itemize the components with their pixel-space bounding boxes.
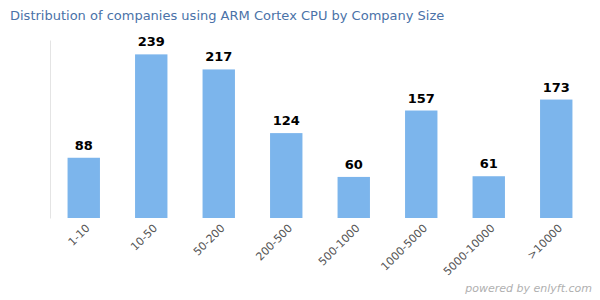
bar xyxy=(338,177,370,218)
x-tick: 1000-5000 xyxy=(378,222,430,274)
x-tick-label: 500-1000 xyxy=(316,222,363,269)
bars xyxy=(68,54,573,218)
bar xyxy=(540,100,572,218)
x-tick-label: 1-10 xyxy=(66,222,93,249)
bar xyxy=(405,111,437,218)
bar xyxy=(135,54,167,218)
y-axis-line xyxy=(50,41,51,219)
x-tick: >10000 xyxy=(525,222,565,262)
data-label: 217 xyxy=(205,49,232,64)
x-tick-label: 50-200 xyxy=(191,222,228,259)
title: Distribution of companies using ARM Cort… xyxy=(10,8,444,23)
data-label: 88 xyxy=(75,138,93,153)
x-tick-label: 5000-10000 xyxy=(441,222,498,279)
y-axis xyxy=(50,41,51,219)
data-labels: 88 239 217 124 60 157 61 173 xyxy=(75,34,570,172)
bar xyxy=(473,176,505,218)
x-tick: 50-200 xyxy=(191,222,228,259)
x-tick: 10-50 xyxy=(128,222,160,254)
x-tick: 200-500 xyxy=(253,222,295,264)
x-tick-label: 1000-5000 xyxy=(378,222,430,274)
data-label: 157 xyxy=(408,91,435,106)
data-label: 173 xyxy=(543,80,570,95)
x-tick-label: >10000 xyxy=(525,222,565,262)
data-label: 61 xyxy=(480,156,498,171)
x-tick: 1-10 xyxy=(66,222,93,249)
data-label: 239 xyxy=(138,34,165,49)
x-tick: 5000-10000 xyxy=(441,222,498,279)
data-label: 60 xyxy=(345,157,363,172)
x-tick-label: 10-50 xyxy=(128,222,160,254)
x-tick: 500-1000 xyxy=(316,222,363,269)
bar xyxy=(203,69,235,218)
bar xyxy=(68,158,100,218)
x-tick-label: 200-500 xyxy=(253,222,295,264)
chart: Distribution of companies using ARM Cort… xyxy=(0,0,600,300)
bar xyxy=(270,133,302,218)
annotation: powered by enlyft.com xyxy=(464,282,592,295)
x-axis: 1-10 10-50 50-200 200-500 500-1000 1000-50005… xyxy=(66,222,565,279)
data-label: 124 xyxy=(273,113,300,128)
